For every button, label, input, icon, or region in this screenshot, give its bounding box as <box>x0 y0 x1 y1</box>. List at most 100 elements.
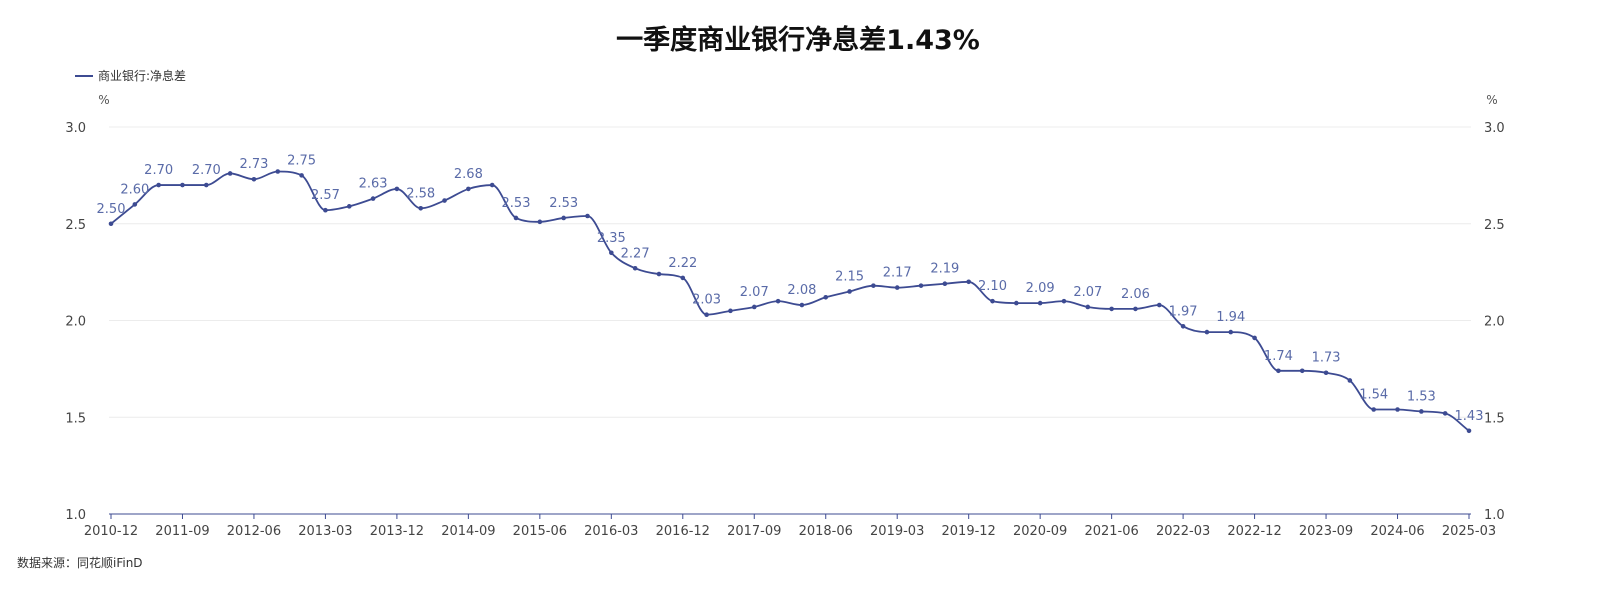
data-point[interactable] <box>1228 329 1234 335</box>
data-point[interactable] <box>227 171 233 176</box>
y-tick-label-left: 1.5 <box>65 411 86 426</box>
x-axis: 2010-12 2011-09 2012-06 2013-03 2013-12 2014-… <box>84 513 1496 539</box>
data-point[interactable] <box>1014 300 1019 306</box>
y-axis-right-unit: % <box>1486 93 1497 107</box>
data-point[interactable] <box>847 289 852 294</box>
data-point[interactable] <box>561 215 566 221</box>
gridlines <box>109 126 1471 418</box>
data-point[interactable] <box>728 308 733 314</box>
y-tick-label-left: 2.0 <box>65 315 86 330</box>
data-label: 1.73 <box>1312 351 1341 366</box>
data-point[interactable] <box>966 279 971 285</box>
data-point[interactable] <box>1133 306 1138 312</box>
data-point[interactable] <box>918 283 924 288</box>
data-point[interactable] <box>585 213 590 219</box>
x-tick-label: 2014-09 <box>441 524 495 539</box>
x-tick-label: 2023-09 <box>1299 524 1353 539</box>
x-tick-label: 2018-06 <box>799 524 853 539</box>
data-point[interactable] <box>203 182 209 188</box>
data-point[interactable] <box>1276 368 1281 374</box>
data-label: 2.57 <box>311 188 340 203</box>
data-point[interactable] <box>871 283 876 288</box>
data-point[interactable] <box>1085 304 1091 310</box>
series-line <box>110 170 1470 432</box>
series-net-interest-margin <box>108 169 1472 434</box>
data-point[interactable] <box>1204 329 1210 335</box>
y-tick-label-right: 1.5 <box>1484 411 1505 426</box>
data-point[interactable] <box>513 215 519 221</box>
data-point[interactable] <box>1347 378 1353 383</box>
data-point[interactable] <box>751 304 757 310</box>
data-point[interactable] <box>156 182 161 188</box>
data-point[interactable] <box>442 198 447 203</box>
data-point[interactable] <box>1466 428 1472 434</box>
data-point[interactable] <box>394 186 400 192</box>
data-point[interactable] <box>370 196 376 201</box>
data-point[interactable] <box>799 302 805 308</box>
x-tick-label: 2022-03 <box>1156 524 1210 539</box>
data-point[interactable] <box>775 298 781 304</box>
data-point[interactable] <box>609 250 614 256</box>
x-tick-label: 2012-06 <box>227 524 281 539</box>
data-point[interactable] <box>656 271 662 277</box>
y-tick-label-left: 1.0 <box>65 508 86 523</box>
data-point[interactable] <box>823 294 829 300</box>
data-label: 2.07 <box>1073 285 1102 300</box>
data-point[interactable] <box>632 265 638 271</box>
data-point[interactable] <box>1109 306 1114 312</box>
data-label: 2.68 <box>454 167 483 182</box>
data-label: 2.70 <box>192 163 221 178</box>
data-point[interactable] <box>323 207 328 213</box>
data-point[interactable] <box>180 182 185 188</box>
data-labels: 2.50 2.60 2.70 2.70 2.73 2.75 2.57 2.63 2.58 2.68… <box>97 153 1484 423</box>
y-tick-label-right: 2.5 <box>1484 218 1505 233</box>
data-point[interactable] <box>942 281 948 287</box>
data-label: 2.75 <box>287 153 316 168</box>
data-point[interactable] <box>251 176 257 182</box>
data-point[interactable] <box>894 285 900 290</box>
y-axis-right: 1.0 1.5 2.0 2.5 3.0 <box>1484 121 1505 523</box>
data-point[interactable] <box>680 275 686 281</box>
data-label: 2.19 <box>930 262 959 277</box>
x-tick-label: 2015-06 <box>513 524 567 539</box>
data-point[interactable] <box>346 204 352 209</box>
data-point[interactable] <box>275 169 281 174</box>
data-point[interactable] <box>466 186 471 192</box>
data-point[interactable] <box>1037 300 1043 306</box>
data-point[interactable] <box>1442 411 1448 416</box>
data-point[interactable] <box>418 205 424 211</box>
legend[interactable]: 商业银行:净息差 <box>75 68 186 83</box>
data-point[interactable] <box>1180 324 1186 329</box>
y-axis-left: 1.0 1.5 2.0 2.5 3.0 <box>65 121 86 523</box>
y-tick-label-left: 3.0 <box>65 121 86 136</box>
data-point[interactable] <box>990 298 995 304</box>
data-label: 2.60 <box>120 182 149 197</box>
y-tick-label-right: 1.0 <box>1484 508 1505 523</box>
x-tick-label: 2016-12 <box>656 524 710 539</box>
x-tick-label: 2025-03 <box>1442 524 1496 539</box>
data-point[interactable] <box>537 219 543 225</box>
data-point[interactable] <box>108 221 114 227</box>
data-point[interactable] <box>1395 407 1400 412</box>
data-label: 2.70 <box>144 163 173 178</box>
data-label: 2.73 <box>239 157 268 172</box>
data-point[interactable] <box>1156 302 1162 308</box>
y-axis-left-unit: % <box>98 93 109 107</box>
data-point[interactable] <box>704 312 709 317</box>
data-point[interactable] <box>1299 368 1305 374</box>
data-label: 2.06 <box>1121 287 1150 302</box>
data-label: 2.50 <box>97 202 126 217</box>
x-tick-label: 2019-03 <box>870 524 924 539</box>
data-point[interactable] <box>489 182 495 188</box>
data-point[interactable] <box>1419 409 1424 414</box>
data-label: 1.94 <box>1216 310 1245 325</box>
data-point[interactable] <box>1061 298 1067 304</box>
data-point[interactable] <box>1371 407 1377 412</box>
data-point[interactable] <box>299 173 304 178</box>
data-label: 2.03 <box>692 293 721 308</box>
data-point[interactable] <box>1323 370 1329 376</box>
data-point[interactable] <box>1252 335 1257 341</box>
data-point[interactable] <box>132 202 138 207</box>
y-tick-label-right: 3.0 <box>1484 121 1505 136</box>
x-tick-label: 2020-09 <box>1013 524 1067 539</box>
